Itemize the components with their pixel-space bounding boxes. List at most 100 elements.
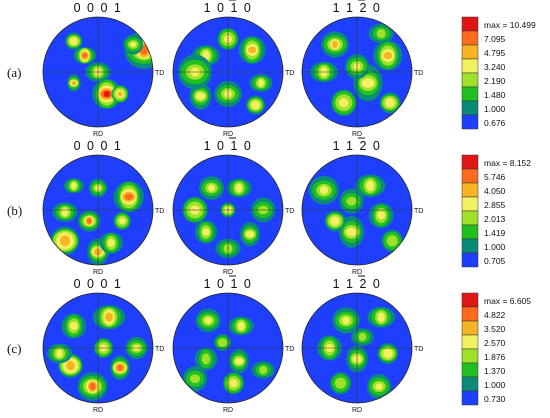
contour-level — [229, 379, 238, 388]
legend-swatch — [461, 100, 479, 116]
legend-value: 2.855 — [484, 200, 506, 210]
contour-level — [69, 321, 78, 331]
plane-title: 0 0 0 1 — [74, 139, 123, 153]
legend-value: 2.013 — [484, 214, 506, 224]
contour-level — [86, 218, 92, 224]
pole-figure — [302, 155, 412, 265]
pole-figure-outline — [172, 154, 284, 266]
rd-label: RD — [93, 269, 103, 276]
intensity-blob — [123, 34, 143, 55]
pole-figure-outline — [42, 292, 154, 404]
rd-label: RD — [223, 269, 233, 276]
contour-level — [346, 227, 357, 237]
legend-value: 3.520 — [484, 324, 506, 334]
pole-figure-outline — [172, 16, 284, 128]
intensity-blob — [92, 305, 126, 330]
intensity-blob — [321, 31, 349, 58]
intensity-blob — [222, 372, 245, 395]
legend-swatch — [461, 292, 479, 308]
rd-label: RD — [352, 269, 362, 276]
contour-level — [376, 28, 386, 39]
intensity-blob — [368, 202, 394, 229]
intensity-blob — [332, 307, 360, 334]
legend-swatch — [461, 30, 479, 46]
legend-swatch — [461, 320, 479, 336]
legend-swatch — [461, 224, 479, 240]
contour-level — [105, 312, 113, 322]
contour-level — [204, 317, 212, 324]
intensity-blob — [240, 221, 260, 247]
contour-level — [189, 374, 201, 384]
intensity-blob — [182, 366, 208, 392]
intensity-blob — [329, 372, 352, 395]
pole-figure-outline — [301, 16, 413, 128]
contour-level — [208, 184, 215, 192]
contour-level — [56, 349, 63, 358]
contour-level — [346, 196, 357, 206]
intensity-blob — [77, 372, 108, 401]
contour-level — [383, 51, 393, 60]
td-label: TD — [414, 70, 423, 77]
td-label: TD — [285, 208, 294, 215]
contour-level — [332, 40, 338, 49]
legend-swatch — [461, 252, 479, 268]
intensity-blob — [229, 348, 249, 374]
contour-level — [117, 364, 123, 371]
intensity-blob — [99, 232, 123, 254]
pole-figure — [173, 17, 283, 127]
intensity-blob — [78, 210, 101, 232]
legend-value: 3.240 — [484, 62, 506, 72]
contour-level — [382, 348, 393, 359]
intensity-blob — [63, 178, 84, 194]
rd-label: RD — [93, 131, 103, 138]
pole-figure — [302, 17, 412, 127]
row-label: (b) — [7, 203, 22, 218]
intensity-blob — [377, 343, 399, 364]
legend-swatch — [461, 16, 479, 32]
contour-level — [117, 91, 123, 97]
intensity-blob — [113, 212, 131, 230]
intensity-blob — [381, 229, 403, 252]
contour-level — [130, 41, 137, 48]
legend-value: 4.822 — [484, 310, 506, 320]
intensity-blob — [373, 40, 403, 71]
contour-level — [248, 46, 257, 54]
row-label: (c) — [7, 341, 21, 356]
legend-value: 0.730 — [484, 394, 506, 404]
legend-value: 0.676 — [484, 118, 506, 128]
legend-value: 1.876 — [484, 352, 506, 362]
contour-level — [59, 235, 71, 247]
intensity-blob — [66, 74, 81, 92]
intensity-blob — [61, 313, 87, 339]
intensity-blob — [338, 216, 365, 248]
contour-level — [375, 383, 383, 390]
contour-level — [251, 100, 260, 110]
contour-level — [361, 77, 375, 89]
legend-value: 1.370 — [484, 366, 506, 376]
legend-value: 0.705 — [484, 256, 506, 266]
legend-swatch — [461, 114, 479, 130]
rd-label: RD — [93, 407, 103, 414]
contour-level — [71, 80, 77, 86]
intensity-blob — [367, 306, 395, 328]
intensity-blob — [238, 36, 266, 64]
intensity-blob — [249, 74, 273, 92]
contour-level — [124, 193, 133, 200]
pole-figure — [43, 155, 153, 265]
contour-level — [202, 228, 210, 236]
contour-level — [107, 238, 115, 248]
rd-label: RD — [223, 407, 233, 414]
intensity-blob — [246, 95, 265, 115]
legend-swatch — [461, 348, 479, 364]
contour-level — [258, 79, 264, 87]
color-legend: max = 10.499 7.095 4.795 3.240 2.190 1.480 1.0… — [461, 16, 536, 130]
legend-swatch — [461, 72, 479, 88]
legend-value: 4.050 — [484, 186, 506, 196]
td-label: TD — [414, 346, 423, 353]
contour-level — [385, 98, 395, 108]
color-legend: max = 8.152 5.746 4.050 2.855 2.013 1.419 1.00… — [461, 154, 531, 268]
legend-swatch — [461, 376, 479, 392]
plane-title: 1 0 1 0 — [204, 277, 253, 291]
contour-level — [377, 211, 386, 220]
legend-value: max = 10.499 — [484, 20, 536, 30]
